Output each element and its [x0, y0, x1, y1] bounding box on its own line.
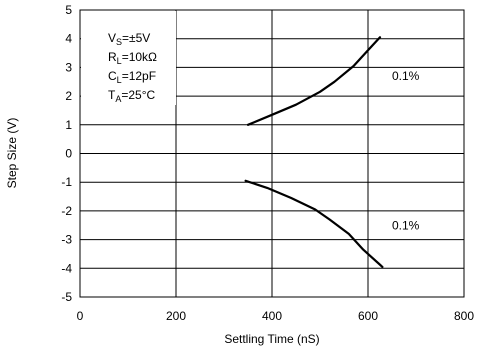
annotation-label: 0.1%	[392, 69, 420, 83]
condition-label: TA=25°C	[108, 88, 156, 104]
y-tick-labels: 5 4 3 2 1 0 -1 -2 -3 -4 -5	[61, 3, 72, 304]
grid-lines	[80, 10, 464, 297]
x-tick-label: 200	[166, 309, 186, 323]
y-tick-label: 1	[65, 118, 72, 132]
x-tick-label: 600	[358, 309, 378, 323]
plot-frame	[79, 9, 465, 298]
x-tick-labels: 0 200 400 600 800	[77, 309, 475, 323]
condition-label: RL=10kΩ	[108, 50, 157, 66]
y-tick-label: -4	[61, 261, 72, 275]
series-line-2	[244, 179, 384, 268]
condition-label: VS=±5V	[108, 31, 150, 47]
y-tick-label: 4	[65, 32, 72, 46]
y-tick-label: 5	[65, 3, 72, 17]
y-tick-label: -5	[61, 290, 72, 304]
x-axis-title: Settling Time (nS)	[224, 332, 319, 346]
x-tick-label: 800	[454, 309, 474, 323]
y-tick-label: 2	[65, 89, 72, 103]
y-tick-label: -3	[61, 233, 72, 247]
y-tick-label: 3	[65, 60, 72, 74]
series-line-1	[246, 36, 382, 126]
annotation-label: 0.1%	[392, 218, 420, 232]
annotations: 0.1% 0.1%	[392, 69, 420, 232]
x-tick-label: 400	[262, 309, 282, 323]
condition-label: CL=12pF	[108, 69, 156, 85]
conditions-box: VS=±5V RL=10kΩ CL=12pF TA=25°C	[81, 11, 176, 105]
y-tick-label: -2	[61, 204, 72, 218]
y-axis-title: Step Size (V)	[5, 118, 19, 189]
y-tick-label: 0	[65, 147, 72, 161]
y-tick-label: -1	[61, 175, 72, 189]
series-lines	[244, 36, 384, 268]
conditions-background	[81, 11, 176, 105]
x-tick-label: 0	[77, 309, 84, 323]
